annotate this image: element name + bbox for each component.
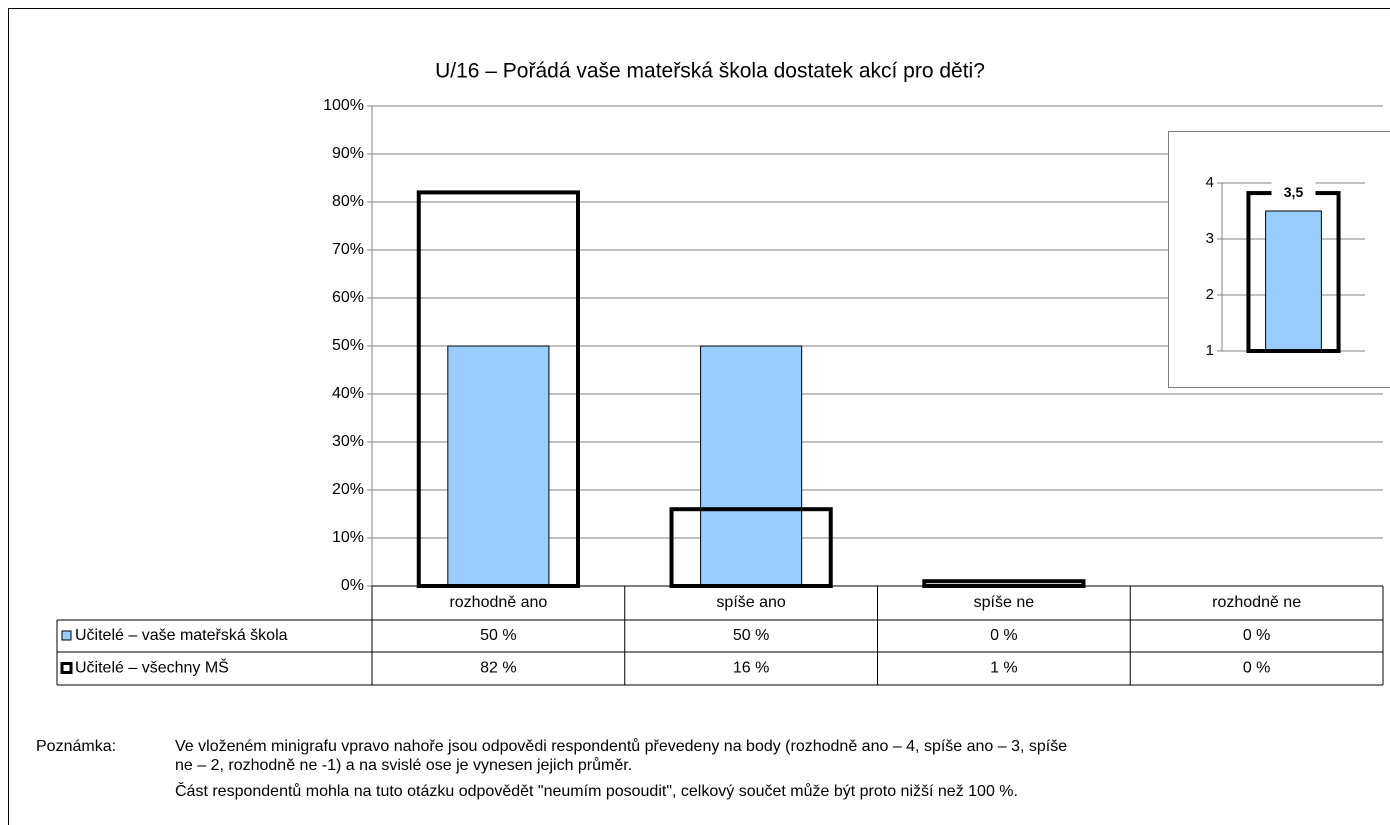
y-tick-label: 3	[1206, 230, 1214, 247]
data-label: 82 %	[480, 660, 516, 677]
bar	[1265, 210, 1322, 352]
data-label: 50 %	[733, 627, 769, 644]
y-tick-label: 40%	[332, 385, 364, 402]
y-tick-label: 30%	[332, 433, 364, 450]
chart-title: U/16 – Pořádá vaše mateřská škola dostat…	[435, 60, 985, 83]
x-tick-label: rozhodně ne	[1212, 594, 1301, 611]
y-tick-label: 70%	[332, 241, 364, 258]
y-tick-label: 10%	[332, 529, 364, 546]
y-tick-label: 90%	[332, 145, 364, 162]
note-line: ne – 2, rozhodně ne -1) a na svislé ose …	[175, 756, 632, 774]
frame	[8, 8, 1390, 825]
data-label: 3,5	[1284, 184, 1304, 200]
x-tick-label: spíše ne	[974, 594, 1035, 611]
note-line: Část respondentů mohla na tuto otázku od…	[175, 781, 1018, 800]
x-tick-label: spíše ano	[716, 594, 785, 611]
data-label: 0 %	[1243, 627, 1271, 644]
data-label: 16 %	[733, 660, 769, 677]
bar	[447, 345, 550, 587]
y-tick-label: 60%	[332, 289, 364, 306]
note-line: Ve vloženém minigrafu vpravo nahoře jsou…	[175, 737, 1067, 755]
legend-label: Učitelé – všechny MŠ	[75, 658, 229, 677]
x-tick-label: rozhodně ano	[449, 594, 547, 611]
y-tick-label: 100%	[323, 97, 364, 114]
label-bg	[1271, 181, 1316, 204]
data-label: 1 %	[990, 660, 1018, 677]
y-tick-label: 0%	[341, 577, 364, 594]
legend-swatch	[60, 662, 73, 674]
legend-swatch	[61, 630, 72, 641]
y-tick-label: 80%	[332, 193, 364, 210]
y-tick-label: 20%	[332, 481, 364, 498]
y-tick-label: 1	[1206, 342, 1214, 359]
bar	[700, 345, 803, 587]
data-label: 0 %	[990, 627, 1018, 644]
y-tick-label: 4	[1206, 174, 1214, 191]
legend-label: Učitelé – vaše mateřská škola	[75, 627, 288, 644]
data-label: 50 %	[480, 627, 516, 644]
note-label: Poznámka:	[36, 738, 116, 755]
data-label: 0 %	[1243, 660, 1271, 677]
y-tick-label: 50%	[332, 337, 364, 354]
y-tick-label: 2	[1206, 286, 1214, 303]
